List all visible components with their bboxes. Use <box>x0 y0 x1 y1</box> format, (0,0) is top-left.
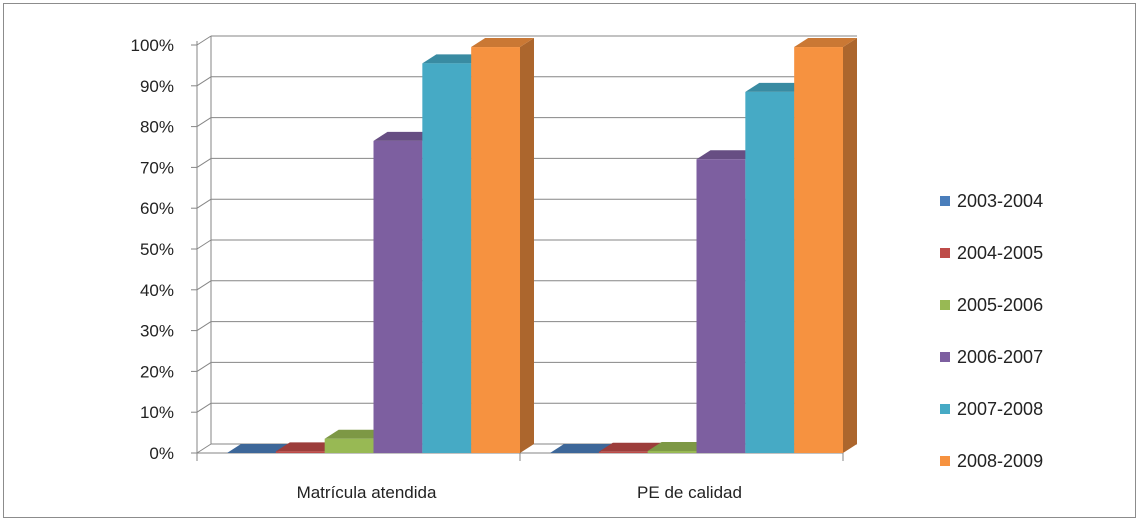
y-tick-label: 80% <box>140 118 174 137</box>
legend-label: 2005-2006 <box>957 295 1043 315</box>
bar <box>471 47 520 453</box>
bar <box>598 451 648 453</box>
bar-top <box>794 38 857 48</box>
bar-top <box>647 441 711 451</box>
bar-side <box>520 38 534 453</box>
x-tick-label: Matrícula atendida <box>297 483 437 502</box>
bar <box>696 159 746 454</box>
legend-swatch <box>940 196 950 206</box>
x-tick-label: PE de calidad <box>637 483 742 502</box>
bar-top <box>745 82 809 92</box>
bar <box>745 91 795 454</box>
gridline-depth <box>196 402 212 413</box>
y-axis-ticks: 0% 10% 20% 30% 40% 50% 60% 70% 80% 90% 100% <box>131 36 174 463</box>
legend: 2003-2004 2004-2005 2005-2006 2006-2007 2007… <box>940 191 1043 471</box>
y-tick-label: 30% <box>140 322 174 341</box>
y-tick-label: 10% <box>140 403 174 422</box>
gridline-depth <box>196 443 212 454</box>
chart-frame <box>3 3 1136 518</box>
y-tick-label: 0% <box>149 444 174 463</box>
legend-swatch <box>940 352 950 362</box>
bar <box>647 450 697 453</box>
gridline-depth <box>196 321 212 332</box>
legend-swatch <box>940 456 950 466</box>
bar-top <box>696 150 760 160</box>
legend-swatch <box>940 300 950 310</box>
bar-top <box>373 131 437 141</box>
bar-side <box>843 38 857 453</box>
bar <box>794 47 843 453</box>
bars <box>227 38 857 454</box>
y-tick-label: 40% <box>140 281 174 300</box>
bar-top <box>227 444 290 453</box>
bar <box>275 451 325 453</box>
y-tick-label: 100% <box>131 36 174 55</box>
gridline-depth <box>196 157 212 168</box>
gridline-depth <box>196 239 212 250</box>
legend-swatch <box>940 404 950 414</box>
legend-swatch <box>940 248 950 258</box>
legend-label: 2006-2007 <box>957 347 1043 367</box>
y-tick-label: 50% <box>140 240 174 259</box>
gridline-depth <box>196 280 212 291</box>
bar <box>373 140 423 453</box>
gridline-depth <box>196 361 212 372</box>
y-tick-label: 90% <box>140 77 174 96</box>
bar-top <box>598 442 662 452</box>
y-tick-label: 60% <box>140 199 174 218</box>
legend-label: 2004-2005 <box>957 243 1043 263</box>
bar-top <box>471 38 534 48</box>
bar-top <box>324 429 388 439</box>
bar <box>422 63 472 454</box>
gridline-depth <box>196 198 212 209</box>
legend-label: 2008-2009 <box>957 451 1043 471</box>
bar-top <box>550 444 613 453</box>
x-axis-ticks: Matrícula atendida PE de calidad <box>297 483 742 502</box>
y-tick-label: 70% <box>140 158 174 177</box>
gridline-depth <box>196 35 212 46</box>
gridline-depth <box>196 117 212 128</box>
legend-label: 2007-2008 <box>957 399 1043 419</box>
bar <box>324 438 374 453</box>
y-tick-label: 20% <box>140 362 174 381</box>
gridline-depth <box>196 76 212 87</box>
legend-label: 2003-2004 <box>957 191 1043 211</box>
bar-top <box>275 442 339 452</box>
bar-top <box>422 54 486 64</box>
